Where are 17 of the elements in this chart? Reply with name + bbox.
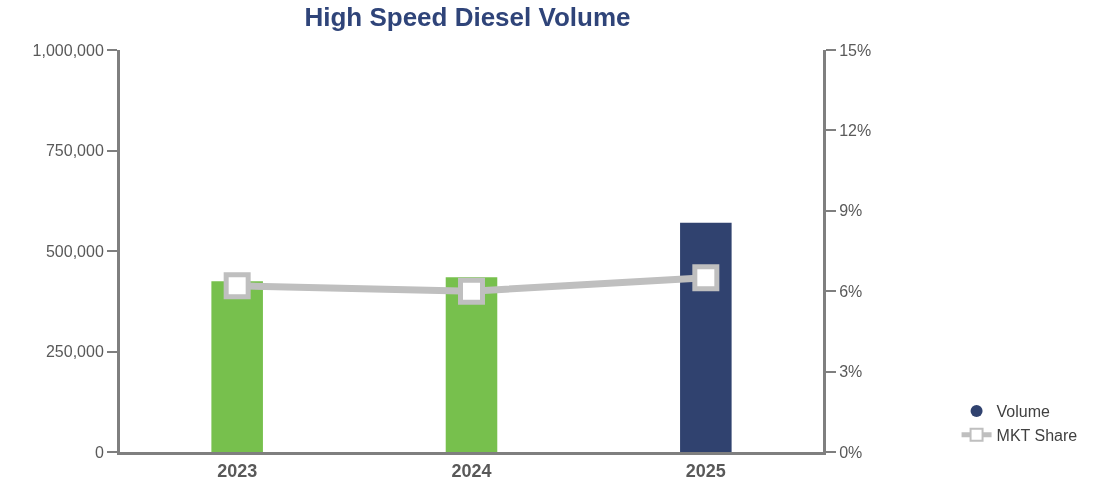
y2-tick-label: 0%	[839, 443, 863, 461]
x-tick-label: 2025	[685, 460, 726, 481]
x-tick-label: 2023	[217, 460, 258, 481]
legend-label: Volume	[996, 403, 1051, 421]
y2-tick-label: 3%	[839, 363, 863, 381]
y-tick-label: 750,000	[45, 142, 104, 160]
x-tick-label: 2024	[451, 460, 492, 481]
y2-tick-label: 15%	[839, 41, 872, 59]
legend-label: MKT Share	[996, 426, 1078, 444]
y2-tick-label: 12%	[839, 122, 872, 139]
y2-tick-label: 9%	[839, 202, 863, 220]
y-tick-label: 0	[94, 443, 104, 461]
chart-title: High Speed Diesel Volume	[304, 1, 631, 32]
y-tick-label: 250,000	[45, 343, 104, 361]
y-tick-label: 1,000,000	[32, 41, 104, 59]
y2-tick-label: 6%	[839, 282, 863, 300]
y-tick-label: 500,000	[45, 242, 104, 260]
